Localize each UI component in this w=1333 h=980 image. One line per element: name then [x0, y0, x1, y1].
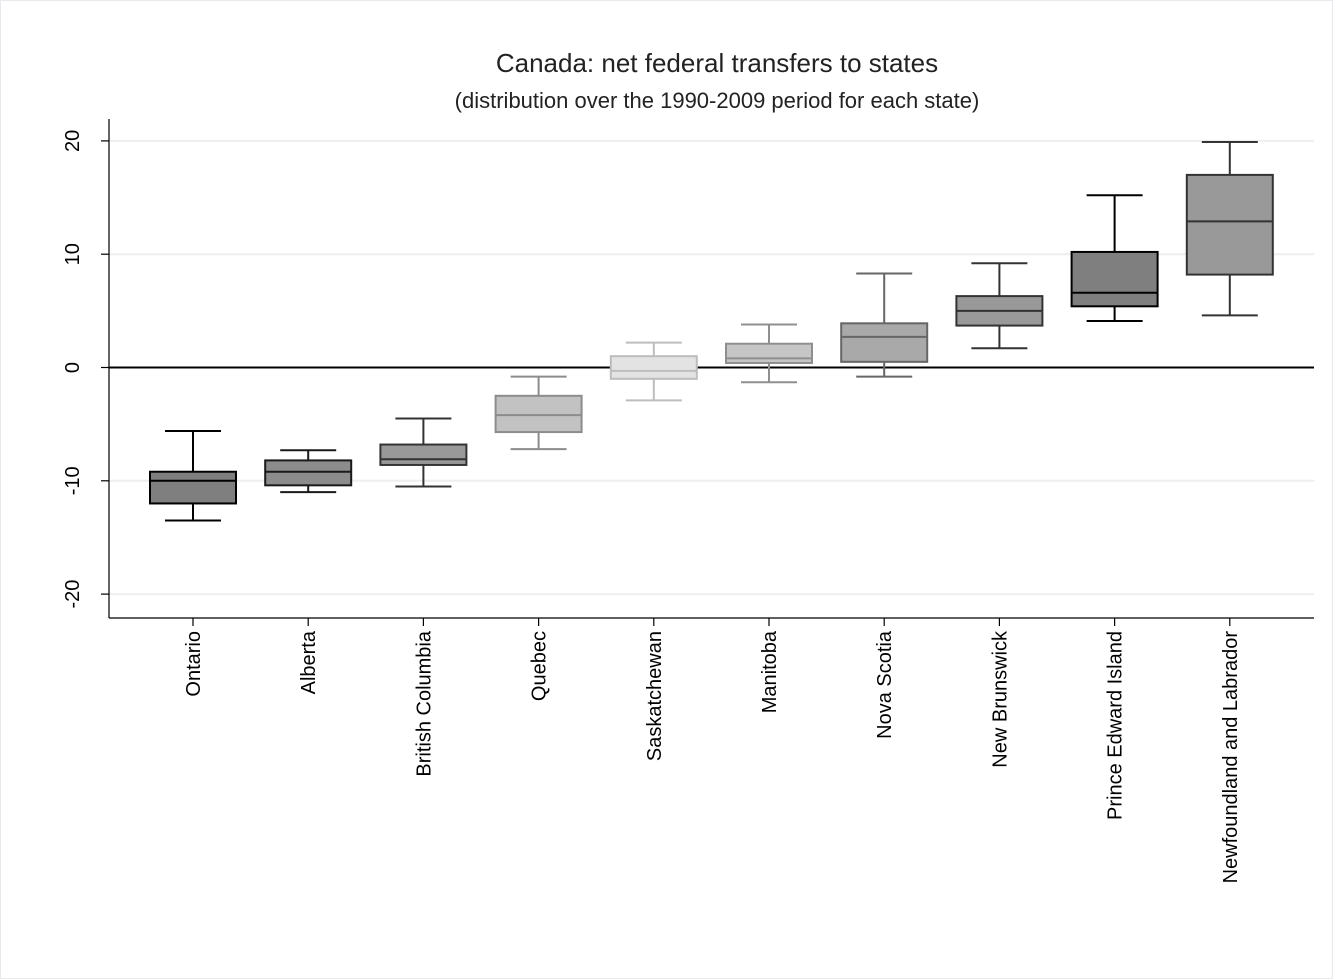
box-newfoundland-and-labrador [1185, 141, 1274, 317]
y-tick-label: -20 [62, 580, 84, 609]
x-tick-label: Newfoundland and Labrador [1220, 631, 1242, 884]
x-tick-label: Quebec [529, 631, 551, 701]
y-tick-label: 20 [62, 130, 84, 152]
x-tick-labels: Ontario Alberta British Columbia Quebec Sask… [183, 630, 1242, 883]
box-iqr [379, 443, 468, 466]
box-iqr [494, 394, 583, 434]
y-tick-labels: -20 -10 0 10 20 [62, 130, 84, 609]
x-tick-label: Alberta [298, 630, 320, 694]
y-tick-label: 10 [62, 243, 84, 265]
box-saskatchewan [609, 341, 698, 402]
chart-subtitle: (distribution over the 1990-2009 period … [455, 88, 980, 113]
box-nova-scotia [840, 272, 929, 378]
box-iqr [1070, 250, 1159, 308]
y-tick-label: -10 [62, 466, 84, 495]
box-ontario [149, 429, 237, 522]
x-tick-label: British Columbia [413, 630, 435, 776]
box-iqr [840, 322, 929, 363]
axes [101, 119, 1314, 626]
x-tick-label: Saskatchewan [644, 631, 666, 761]
box-iqr [725, 342, 813, 364]
x-tick-label: New Brunswick [989, 630, 1011, 768]
box-iqr [609, 355, 698, 380]
box-quebec [494, 375, 583, 451]
box-prince-edward-island [1070, 194, 1159, 323]
x-tick-label: Nova Scotia [874, 630, 896, 739]
box-manitoba [725, 323, 813, 384]
box-iqr [149, 470, 237, 505]
box-new-brunswick [955, 262, 1044, 350]
boxes [149, 141, 1274, 522]
box-iqr [1185, 173, 1274, 276]
box-alberta [264, 449, 353, 494]
chart-title: Canada: net federal transfers to states [496, 48, 938, 78]
y-tick-label: 0 [62, 362, 84, 373]
box-iqr [264, 459, 353, 487]
x-tick-label: Manitoba [759, 630, 781, 713]
x-tick-label: Ontario [183, 631, 205, 697]
box-british-columbia [379, 417, 468, 488]
x-tick-label: Prince Edward Island [1105, 631, 1127, 820]
